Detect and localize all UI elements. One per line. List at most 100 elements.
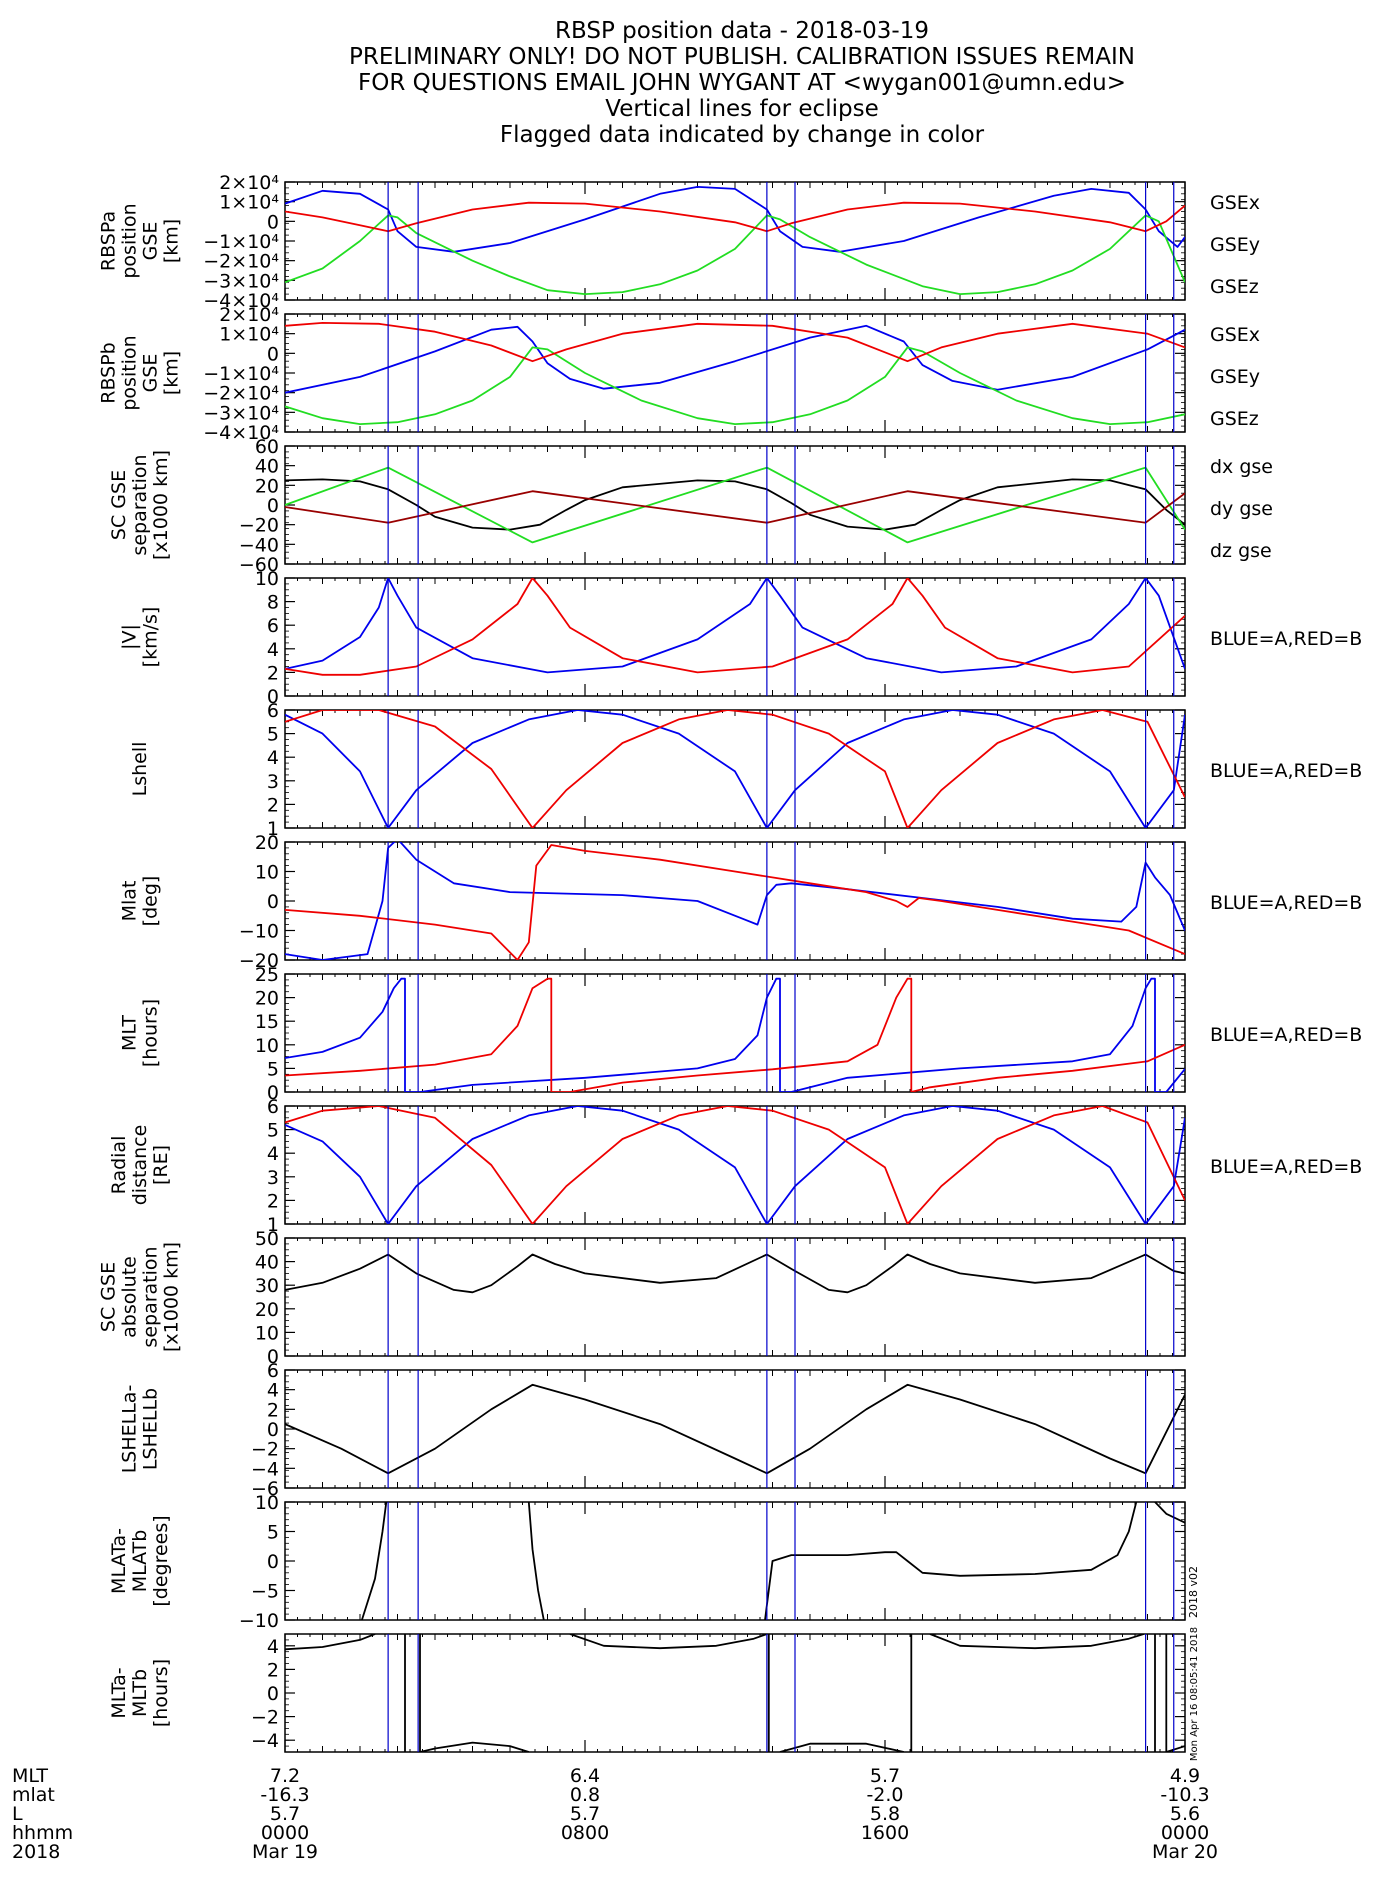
y-tick-label: 0	[267, 1346, 279, 1368]
series-B	[285, 578, 1185, 676]
series-dy gse	[285, 466, 1185, 544]
footer-value: 5.7	[270, 1803, 300, 1825]
y-tick-label: −3×10⁴	[203, 270, 279, 292]
y-tick-label: 10	[255, 1035, 279, 1057]
series-GSEz	[285, 201, 1185, 233]
legend-entry: BLUE=A,RED=B	[1210, 1156, 1362, 1178]
y-tick-label: −4	[251, 1730, 279, 1752]
series-GSEz	[285, 321, 1185, 363]
version-label: 2018 v02	[1187, 1566, 1200, 1618]
y-tick-label: 5	[267, 724, 279, 746]
y-tick-label: 1×10⁴	[219, 324, 279, 346]
series-group	[285, 185, 1185, 296]
panels: 2×10⁴1×10⁴0−1×10⁴−2×10⁴−3×10⁴−4×10⁴RBSPa…	[98, 172, 1363, 1753]
series-A	[285, 1106, 1185, 1224]
y-tick-label: 2	[267, 1190, 279, 1212]
y-axis-label-line: [km]	[161, 219, 183, 263]
y-axis-label: MLATa-MLATb[degrees]	[108, 1515, 172, 1606]
y-tick-label: 2×10⁴	[219, 304, 279, 326]
title-line-0: RBSP position data - 2018-03-19	[555, 18, 929, 44]
y-tick-label: −2	[251, 1439, 279, 1461]
y-tick-label: 1	[267, 1214, 279, 1236]
y-axis-label-line: GSE	[140, 354, 162, 393]
y-axis-label-line: MLATb	[129, 1530, 151, 1593]
y-tick-label: 20	[255, 832, 279, 854]
y-axis-label-line: MLT	[119, 1015, 141, 1051]
series-La-Lb	[285, 1383, 1185, 1475]
y-tick-label: 30	[255, 1275, 279, 1297]
y-axis-label-line: separation	[129, 454, 151, 555]
y-axis-label: MLTa-MLTb[hours]	[108, 1659, 172, 1727]
footer-row-label: 2018	[12, 1841, 60, 1863]
y-tick-label: 0	[267, 891, 279, 913]
y-tick-label: 2×10⁴	[219, 172, 279, 194]
y-tick-label: −6	[251, 1478, 279, 1500]
legend-entry: GSEy	[1210, 366, 1260, 388]
y-axis-label-line: Mlat	[119, 881, 141, 922]
panel-frame	[284, 1501, 1186, 1621]
series-group	[285, 842, 1185, 960]
y-axis-label-line: Lshell	[129, 742, 151, 797]
y-axis-label-line: [x1000 km]	[161, 1242, 183, 1352]
y-tick-label: 20	[255, 475, 279, 497]
y-axis-label: RBSPbpositionGSE[km]	[98, 335, 183, 410]
y-tick-label: 10	[255, 1322, 279, 1344]
footer-value: 5.6	[1170, 1803, 1200, 1825]
y-axis-label-line: SC GSE	[108, 470, 130, 540]
y-tick-label: −20	[239, 515, 279, 537]
legend-entry: GSEx	[1210, 324, 1260, 346]
series-GSEy	[285, 346, 1185, 426]
title-line-1: PRELIMINARY ONLY! DO NOT PUBLISH. CALIBR…	[349, 44, 1135, 70]
footer-row-label: hhmm	[12, 1822, 73, 1844]
y-tick-label: 6	[267, 1096, 279, 1118]
series-GSEy	[285, 214, 1185, 296]
y-axis-label-line: [km/s]	[140, 607, 162, 668]
series-seg3	[764, 1502, 1138, 1620]
y-axis-label-line: [degrees]	[150, 1515, 172, 1606]
series-seg1	[361, 1502, 388, 1620]
footer-row-label: MLT	[12, 1765, 48, 1787]
y-axis-label: RBSPapositionGSE[km]	[98, 203, 183, 278]
y-tick-label: 0	[267, 686, 279, 708]
y-tick-label: 6	[267, 1360, 279, 1382]
y-tick-label: 0	[267, 1683, 279, 1705]
y-axis-label-line: MLATa-	[108, 1528, 130, 1594]
y-tick-label: −2	[251, 1707, 279, 1729]
y-axis-label-line: RBSPb	[98, 342, 120, 403]
y-tick-label: −1×10⁴	[203, 231, 279, 253]
panel-frame	[284, 1369, 1186, 1489]
series-seg5	[929, 1634, 1145, 1650]
footer-row-label: L	[12, 1803, 23, 1825]
panel-frame	[284, 577, 1186, 697]
title-line-4: Flagged data indicated by change in colo…	[500, 122, 985, 148]
y-tick-label: 0	[267, 1419, 279, 1441]
title-line-3: Vertical lines for eclipse	[605, 96, 878, 122]
y-axis-label-line: GSE	[140, 222, 162, 261]
y-axis-label-line: separation	[140, 1246, 162, 1347]
y-axis-label-line: position	[119, 335, 141, 410]
panel-frame	[284, 181, 1186, 301]
y-axis-label-line: [deg]	[140, 876, 162, 927]
y-tick-label: −2×10⁴	[203, 383, 279, 405]
footer-value: -2.0	[866, 1784, 903, 1806]
series-GSEx	[285, 324, 1185, 394]
y-axis-label: MLT[hours]	[119, 999, 162, 1067]
y-axis-label-line: LSHELLa-	[119, 1385, 141, 1474]
series-group	[285, 1106, 1185, 1224]
panel-frame	[284, 973, 1186, 1093]
y-tick-label: 8	[267, 592, 279, 614]
y-tick-label: 5	[267, 1058, 279, 1080]
y-axis-label: Radialdistance[RE]	[108, 1125, 172, 1206]
panel-10: 10 5 0 −5 −10 MLATa-MLATb[degrees]	[108, 1492, 1186, 1632]
series-seg2	[419, 1741, 530, 1752]
y-axis-label-line: MLTb	[129, 1669, 151, 1717]
panel-frame	[284, 841, 1186, 961]
y-tick-label: 0	[267, 1551, 279, 1573]
series-seg2	[527, 1502, 545, 1620]
